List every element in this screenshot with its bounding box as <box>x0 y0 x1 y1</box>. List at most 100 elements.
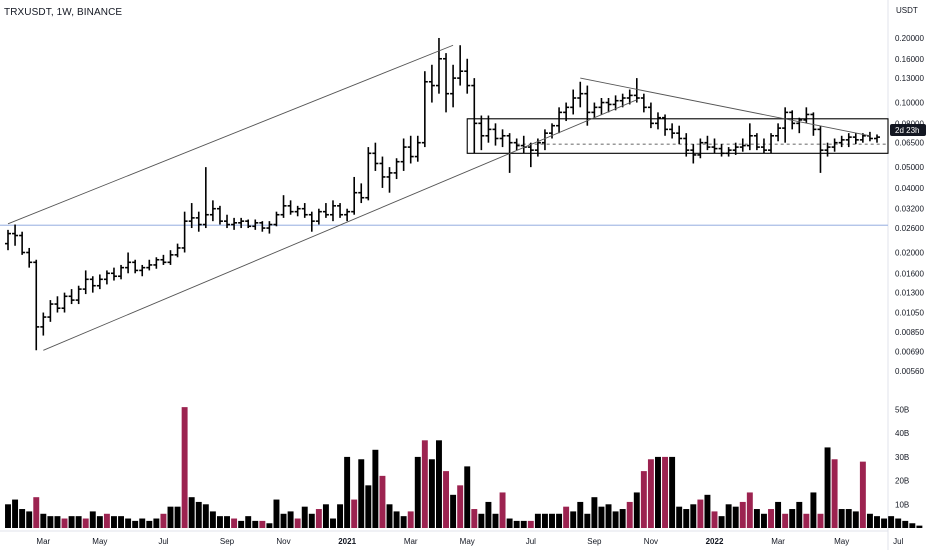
volume-bar <box>499 492 506 528</box>
volume-bar <box>570 511 577 528</box>
ohlc-bar <box>82 270 89 295</box>
volume-bar <box>436 440 442 528</box>
ohlc-bar <box>407 135 414 164</box>
ohlc-bar <box>75 285 82 305</box>
ohlc-bar <box>372 142 379 171</box>
volume-bar <box>195 501 202 528</box>
volume-bar <box>605 504 612 528</box>
volume-bar <box>75 516 82 528</box>
volume-bar <box>443 471 449 528</box>
ohlc-bar <box>612 95 619 111</box>
symbol-header[interactable]: TRXUSDT, 1W, BINANCE <box>4 7 122 18</box>
ohlc-bar <box>188 203 195 229</box>
ohlc-bar <box>174 243 181 258</box>
volume-bar <box>238 520 245 528</box>
interval-label[interactable]: 1W <box>56 7 72 18</box>
time-axis[interactable]: Mar May Jul Sep Nov 2021 Mar May Jul Sep Nov 2022 Ma… <box>36 537 903 546</box>
volume-bar <box>534 513 541 528</box>
ohlc-bar <box>209 200 216 222</box>
volume-tick-label: 30B <box>895 453 909 462</box>
price-tick-label: 0.01050 <box>895 309 924 318</box>
volume-bar <box>174 506 181 528</box>
volume-bar <box>676 506 683 528</box>
price-tick-label: 0.04000 <box>895 184 924 193</box>
volume-bar <box>372 449 379 528</box>
volume-bar <box>450 494 457 528</box>
volume-bar <box>132 520 139 528</box>
ohlc-bar <box>450 64 457 108</box>
volume-bar <box>760 513 767 528</box>
ohlc-bar <box>322 203 329 218</box>
volume-bar <box>739 501 746 528</box>
volume-bar <box>393 511 400 528</box>
volume-bar <box>549 513 555 528</box>
ohlc-bar <box>365 147 372 201</box>
volume-bar <box>414 456 421 528</box>
time-tick-label: Nov <box>644 537 658 546</box>
ohlc-bar <box>252 219 259 230</box>
ohlc-bar <box>216 205 223 225</box>
volume-bar <box>160 513 167 528</box>
ohlc-bar <box>132 259 139 274</box>
volume-bar <box>866 513 873 528</box>
time-tick-label: Mar <box>404 537 418 546</box>
ohlc-bar <box>817 125 824 173</box>
price-tick-label: 0.02000 <box>895 248 924 257</box>
volume-bar <box>245 516 252 528</box>
ohlc-bar <box>803 107 810 124</box>
volume-bar <box>146 520 153 528</box>
volume-bar <box>379 475 386 528</box>
price-tick-label: 0.01300 <box>895 289 924 298</box>
volume-bar <box>400 516 407 528</box>
time-tick-label: May <box>92 537 107 546</box>
ohlc-bar <box>457 45 464 86</box>
volume-bar <box>33 497 40 528</box>
volume-bar <box>308 513 315 528</box>
volume-bar <box>139 518 146 528</box>
ohlc-bar <box>245 219 252 229</box>
volume-bar <box>662 456 669 528</box>
volume-bar <box>216 516 223 528</box>
price-tag-text: 2d 23h <box>895 126 919 135</box>
volume-bar <box>655 456 661 528</box>
volume-bar <box>471 509 478 528</box>
ohlc-bar <box>224 214 231 229</box>
ohlc-bar <box>676 125 683 145</box>
volume-bar <box>464 466 471 528</box>
price-axis[interactable]: USDT 0.20000 0.16000 0.13000 0.10000 0.08000… <box>895 6 924 376</box>
ohlc-bar <box>683 133 690 157</box>
volume-bar <box>111 516 117 528</box>
ohlc-bar <box>428 64 435 103</box>
ohlc-bar <box>19 231 26 255</box>
volume-bar <box>690 504 697 528</box>
price-tick-label: 0.00560 <box>895 367 924 376</box>
volume-bar <box>47 516 54 528</box>
volume-bar <box>640 471 647 528</box>
volume-bar <box>732 506 739 528</box>
ohlc-bar <box>337 203 344 218</box>
price-tick-label: 0.13000 <box>895 74 924 83</box>
symbol-name[interactable]: TRXUSDT <box>4 7 51 18</box>
ohlc-bar <box>598 98 605 115</box>
volume-bar <box>188 497 195 528</box>
ohlc-bar <box>12 224 19 246</box>
volume-bar <box>916 525 923 528</box>
volume-bar <box>322 504 329 528</box>
volume-bar <box>817 513 824 528</box>
volume-bar <box>888 516 895 528</box>
price-tick-label: 0.02600 <box>895 224 924 233</box>
volume-bar <box>775 501 782 528</box>
ohlc-bar <box>669 123 676 139</box>
volume-bar <box>633 492 640 528</box>
volume-bar <box>556 513 563 528</box>
price-tick-label: 0.10000 <box>895 99 924 108</box>
volume-bar <box>273 499 280 528</box>
channel-upper-line <box>7 44 454 225</box>
ohlc-bars-layer <box>5 37 880 351</box>
volume-axis: 50B 40B 30B 20B 10B <box>895 406 909 510</box>
ohlc-bar <box>89 276 96 293</box>
ohlc-bar <box>852 133 859 145</box>
ohlc-bar <box>563 102 570 122</box>
